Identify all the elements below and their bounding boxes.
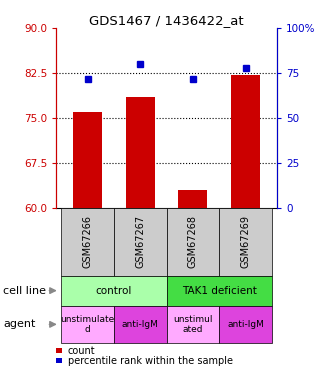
Text: percentile rank within the sample: percentile rank within the sample (68, 356, 233, 366)
Text: anti-IgM: anti-IgM (122, 320, 159, 329)
Bar (231, 75, 260, 208)
Text: cell line: cell line (3, 286, 46, 296)
Text: count: count (68, 346, 95, 355)
Text: unstimulate
d: unstimulate d (61, 315, 115, 334)
Text: agent: agent (3, 320, 36, 329)
Text: GSM67268: GSM67268 (188, 215, 198, 268)
Bar (179, 190, 208, 208)
Bar (126, 97, 155, 208)
Bar (73, 112, 102, 208)
Text: anti-IgM: anti-IgM (227, 320, 264, 329)
Text: TAK1 deficient: TAK1 deficient (182, 286, 257, 296)
Title: GDS1467 / 1436422_at: GDS1467 / 1436422_at (89, 14, 244, 27)
Text: GSM67267: GSM67267 (135, 215, 145, 268)
Text: GSM67266: GSM67266 (83, 215, 93, 268)
Text: control: control (96, 286, 132, 296)
Text: unstimul
ated: unstimul ated (173, 315, 213, 334)
Text: GSM67269: GSM67269 (241, 215, 250, 268)
